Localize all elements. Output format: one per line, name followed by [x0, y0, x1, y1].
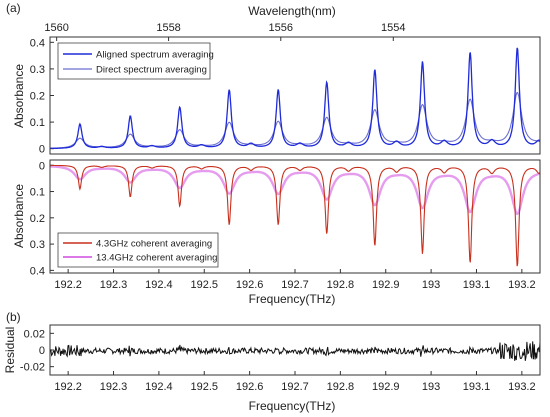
panel-b-x-tick-label: 192.2 [54, 381, 82, 393]
panel-a-lower-y-tick-label: 0.1 [30, 187, 45, 199]
panel-b-x-tick-label: 193.1 [463, 381, 491, 393]
panel-a-y-ticks: 0 0.1 0.2 0.3 0.4 [30, 37, 54, 156]
panel-a-y-tick-label: 0.3 [30, 64, 45, 76]
panel-b-x-tick-label: 192.9 [372, 381, 400, 393]
panel-a-lower-y-ticks: 0 0.1 0.2 0.3 0.4 [30, 160, 54, 277]
panel-b-x-tick-label: 193.2 [508, 381, 536, 393]
panel-a-lower-x-tick-label: 192.8 [327, 279, 355, 291]
panel-a-lower-legend-box [57, 232, 219, 268]
panel-a-lower-y-tick-label: 0.2 [30, 213, 45, 225]
panel-a-lower-x-tick-label: 192.4 [145, 279, 173, 291]
wavelength-axis-label: Wavelength(nm) [248, 4, 336, 18]
panel-b-y-tick-label: -0.02 [20, 362, 45, 374]
panel-b-x-tick-label: 192.7 [281, 381, 309, 393]
panel-a-legend: Aligned spectrum averaging Direct spectr… [57, 42, 214, 80]
series-direct-spectrum [50, 91, 541, 149]
panel-b-series [49, 341, 541, 361]
wavelength-tick-label: 1560 [44, 22, 68, 34]
panel-a-tag: (a) [6, 1, 21, 15]
panel-a-legend-box [57, 42, 211, 80]
panel-a-lower-x-label: Frequency(THz) [249, 292, 336, 306]
panel-a-y-label: Absorbance [12, 64, 26, 128]
panel-b-x-tick-label: 192.4 [145, 381, 173, 393]
series-aligned-spectrum [50, 47, 541, 150]
panel-a-lower-series [49, 164, 541, 267]
panel-a-frame [49, 36, 541, 155]
panel-a-y-tick-label: 0.1 [30, 117, 45, 129]
panel-a-lower-x-tick-label: 192.2 [54, 279, 82, 291]
series-residual [49, 341, 541, 361]
legend-aligned: Aligned spectrum averaging [96, 50, 214, 61]
wavelength-tick-label: 1554 [381, 22, 405, 34]
panel-a-lower: 00.10.20.30.4 192.2 192.3 192.4 192.5 192.6 1… [12, 159, 541, 306]
panel-a-lower-x-tick-label: 192.9 [372, 279, 400, 291]
panel-b-y-ticks: 0.02 0 -0.02 [20, 328, 54, 374]
panel-b-y-tick-label: 0 [39, 345, 45, 357]
panel-b-x-tick-label: 192.6 [236, 381, 264, 393]
legend-13-4ghz: 13.4GHz coherent averaging [96, 253, 217, 264]
panel-a-lower-y-label: Absorbance [12, 184, 26, 248]
panel-b-x-ticks: 192.2 192.3 192.4 192.5 192.6 192.7 192.8 192.9… [54, 371, 536, 393]
panel-b-y-tick-label: 0.02 [24, 328, 45, 340]
wavelength-tick-label: 1556 [269, 22, 293, 34]
panel-a-lower-legend: 4.3GHz coherent averaging 13.4GHz cohere… [57, 232, 219, 268]
panel-a-lower-x-tick-label: 193 [422, 279, 440, 291]
legend-direct: Direct spectrum averaging [96, 65, 207, 76]
panel-b-x-tick-label: 193 [422, 381, 440, 393]
panel-a-y-tick-label: 0 [39, 144, 45, 156]
panel-a-lower-y-tick-label: 0.3 [30, 239, 45, 251]
panel-a-lower-x-tick-label: 193.2 [508, 279, 536, 291]
panel-a-lower-y-tick-label: 0 [39, 160, 45, 172]
panel-a-lower-x-ticks: 192.2 192.3 192.4 192.5 192.6 192.7 192.8 192.9… [54, 269, 536, 291]
panel-a-lower-x-tick-label: 192.5 [190, 279, 218, 291]
panel-a-lower-x-tick-label: 192.6 [236, 279, 264, 291]
wavelength-tick-label: 1558 [156, 22, 180, 34]
panel-b-x-tick-label: 192.3 [100, 381, 128, 393]
series-4-3ghz [50, 164, 541, 267]
panel-b-y-label: Residual [3, 327, 17, 374]
panel-a: (a) Wavelength(nm) 1560 1558 1556 1554 0 0.1… [6, 1, 541, 156]
panel-b-tag: (b) [6, 310, 21, 324]
panel-a-lower-x-tick-label: 192.7 [281, 279, 309, 291]
wavelength-ticks: 1560 1558 1556 1554 [44, 22, 406, 41]
panel-a-lower-x-tick-label: 192.3 [100, 279, 128, 291]
panel-b: (b) 0.02 0 -0.02 192.2 192.3 192.4 192.5 192.6… [3, 310, 541, 413]
panel-b-x-tick-label: 192.8 [327, 381, 355, 393]
panel-b-x-tick-label: 192.5 [190, 381, 218, 393]
panel-a-series [50, 47, 541, 150]
panel-b-x-label: Frequency(THz) [249, 399, 336, 413]
legend-4-3ghz: 4.3GHz coherent averaging [96, 239, 212, 250]
panel-a-y-tick-label: 0.4 [30, 37, 45, 49]
panel-a-lower-x-tick-label: 193.1 [463, 279, 491, 291]
panel-a-lower-y-tick-label: 0.4 [30, 265, 45, 277]
panel-a-y-tick-label: 0.2 [30, 91, 45, 103]
